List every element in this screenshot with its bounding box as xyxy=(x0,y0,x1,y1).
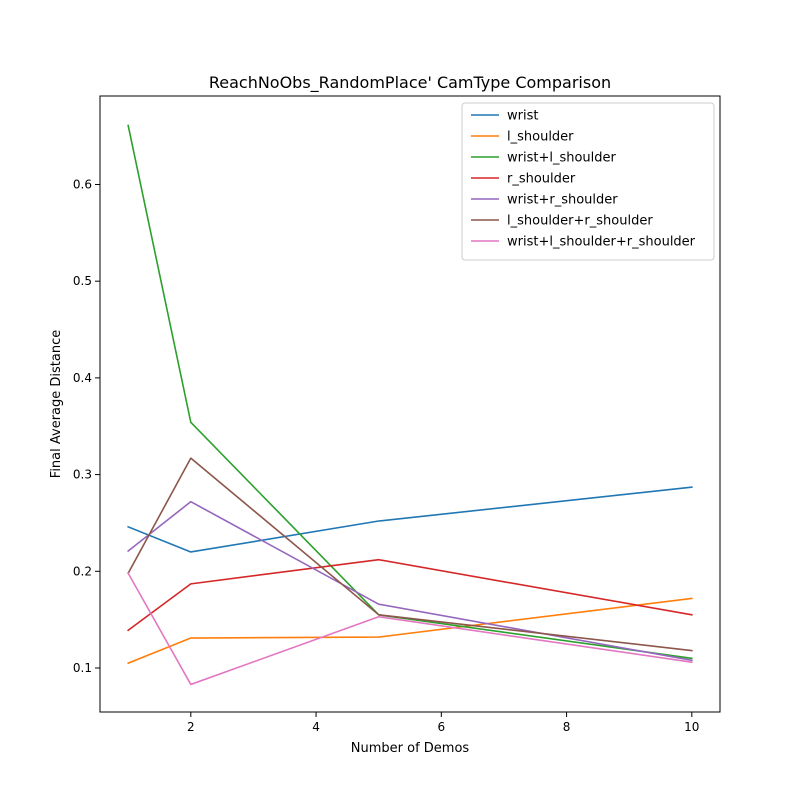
legend-box xyxy=(461,102,715,261)
y-tick-label: 0.5 xyxy=(73,274,92,288)
legend-label: wrist+r_shoulder xyxy=(507,193,618,208)
y-axis-label: Final Average Distance xyxy=(49,330,64,478)
chart-title: ReachNoObs_RandomPlace' CamType Comparis… xyxy=(209,73,611,93)
plot-frame xyxy=(99,95,721,713)
x-tick-label: 8 xyxy=(563,720,571,734)
y-tick-label: 0.6 xyxy=(73,177,92,191)
legend-label: wrist+l_shoulder+r_shoulder xyxy=(507,235,696,250)
x-axis-label: Number of Demos xyxy=(351,741,470,756)
plot-lines xyxy=(127,124,693,686)
legend: wrist l_shoulder wrist+l_shoulder r_shoulde… xyxy=(461,102,715,261)
x-tick-label: 4 xyxy=(312,720,320,734)
y-tick-label: 0.4 xyxy=(73,371,92,385)
legend-label: wrist+l_shoulder xyxy=(507,151,617,166)
y-tick-label: 0.3 xyxy=(73,468,92,482)
x-tick-label: 6 xyxy=(437,720,445,734)
y-tick-label: 0.2 xyxy=(73,564,92,578)
series-line-wrist+l_shoulder+r_shoulder xyxy=(127,572,693,686)
series-line-l_shoulder+r_shoulder xyxy=(127,457,693,652)
x-tick-label: 10 xyxy=(684,720,699,734)
y-tick-label: 0.1 xyxy=(73,661,92,675)
series-line-wrist xyxy=(127,486,693,553)
series-line-wrist+l_shoulder xyxy=(127,124,693,660)
legend-label: l_shoulder xyxy=(507,130,574,145)
series-line-l_shoulder xyxy=(127,597,693,665)
legend-label: wrist xyxy=(507,109,538,124)
series-line-r_shoulder xyxy=(127,558,693,632)
y-axis-ticks: 0.1 0.2 0.3 0.4 0.5 0.6 xyxy=(73,177,100,675)
legend-label: l_shoulder+r_shoulder xyxy=(507,214,653,229)
legend-label: r_shoulder xyxy=(507,172,576,187)
x-axis-ticks: 2 4 6 8 10 xyxy=(187,712,699,734)
x-tick-label: 2 xyxy=(187,720,195,734)
